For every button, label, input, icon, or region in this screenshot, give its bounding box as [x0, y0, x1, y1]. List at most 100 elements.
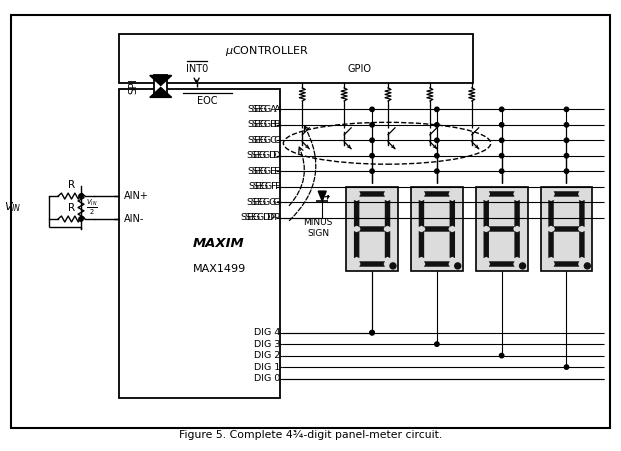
Circle shape [520, 263, 525, 269]
Text: DIG 2: DIG 2 [254, 351, 280, 360]
Circle shape [370, 169, 374, 173]
Polygon shape [579, 200, 584, 227]
Polygon shape [450, 231, 455, 258]
Polygon shape [514, 200, 520, 227]
Polygon shape [354, 231, 360, 258]
Circle shape [499, 138, 504, 143]
Circle shape [390, 263, 396, 269]
Text: SEG DP: SEG DP [245, 213, 280, 222]
Circle shape [564, 169, 569, 173]
Polygon shape [489, 226, 515, 232]
Text: Figure 5. Complete 4¾-digit panel-meter circuit.: Figure 5. Complete 4¾-digit panel-meter … [179, 430, 442, 440]
Polygon shape [419, 231, 424, 258]
Polygon shape [354, 200, 360, 227]
Text: R: R [68, 203, 75, 213]
Polygon shape [484, 200, 489, 227]
Circle shape [455, 263, 461, 269]
Circle shape [564, 138, 569, 143]
Text: $\frac{V_{IN}}{2}$: $\frac{V_{IN}}{2}$ [86, 198, 98, 217]
Polygon shape [553, 261, 579, 267]
Bar [540, 187, 592, 272]
Circle shape [370, 107, 374, 111]
Polygon shape [424, 261, 450, 267]
Bar [346, 187, 398, 272]
Polygon shape [553, 226, 579, 232]
Text: R: R [68, 180, 75, 190]
Text: EOC: EOC [197, 97, 218, 106]
Circle shape [435, 123, 439, 127]
Circle shape [564, 153, 569, 158]
Circle shape [564, 123, 569, 127]
Circle shape [499, 169, 504, 173]
Text: GPIO: GPIO [348, 64, 371, 74]
Polygon shape [553, 191, 579, 197]
Text: SEG B: SEG B [252, 120, 280, 129]
Polygon shape [359, 226, 385, 232]
Circle shape [499, 153, 504, 158]
Text: SEG DP: SEG DP [241, 213, 276, 222]
Circle shape [435, 153, 439, 158]
Circle shape [564, 365, 569, 369]
Text: MINUS
SIGN: MINUS SIGN [304, 218, 333, 238]
Polygon shape [489, 261, 515, 267]
Text: DIG 3: DIG 3 [254, 340, 280, 349]
Text: SEG B: SEG B [248, 120, 276, 129]
Circle shape [79, 194, 83, 198]
Polygon shape [484, 231, 489, 258]
Text: AIN-: AIN- [124, 214, 144, 224]
Text: SEG C: SEG C [248, 136, 276, 145]
Text: SEG E: SEG E [252, 167, 280, 176]
Circle shape [370, 138, 374, 143]
Text: INT0: INT0 [186, 64, 208, 74]
Text: SEG D: SEG D [247, 151, 276, 160]
Circle shape [370, 153, 374, 158]
Circle shape [435, 169, 439, 173]
Text: SEG E: SEG E [248, 167, 276, 176]
Polygon shape [150, 75, 172, 85]
Text: SEG A: SEG A [252, 105, 280, 114]
Circle shape [499, 123, 504, 127]
Polygon shape [579, 231, 584, 258]
Text: DIG 1: DIG 1 [254, 363, 280, 372]
Polygon shape [450, 200, 455, 227]
Circle shape [584, 263, 591, 269]
Text: MAXIM: MAXIM [193, 237, 245, 250]
Bar [119, 89, 280, 399]
Circle shape [564, 107, 569, 111]
Bar [119, 34, 473, 83]
Text: MAX1499: MAX1499 [193, 264, 246, 274]
Polygon shape [489, 191, 515, 197]
Polygon shape [318, 191, 326, 201]
Text: SEG G: SEG G [247, 198, 276, 207]
Text: SEG A: SEG A [248, 105, 276, 114]
Circle shape [370, 123, 374, 127]
Circle shape [499, 107, 504, 111]
Text: SEG F: SEG F [249, 182, 276, 191]
Circle shape [435, 138, 439, 143]
Polygon shape [424, 226, 450, 232]
Text: SEG D: SEG D [251, 151, 280, 160]
Circle shape [435, 107, 439, 111]
Text: $V_{IN}$: $V_{IN}$ [4, 201, 21, 215]
Circle shape [370, 331, 374, 335]
Polygon shape [419, 200, 424, 227]
Polygon shape [548, 231, 554, 258]
Text: DIG 4: DIG 4 [254, 328, 280, 337]
Text: SEG C: SEG C [252, 136, 280, 145]
Polygon shape [385, 200, 390, 227]
Text: $\mu$CONTROLLER: $\mu$CONTROLLER [225, 44, 310, 58]
Text: DIG 0: DIG 0 [254, 374, 280, 383]
Polygon shape [424, 191, 450, 197]
Bar [154, 75, 167, 97]
Text: SEG G: SEG G [251, 198, 280, 207]
Polygon shape [385, 231, 390, 258]
Polygon shape [359, 191, 385, 197]
Text: SPI: SPI [129, 78, 139, 94]
Circle shape [435, 342, 439, 346]
Polygon shape [359, 261, 385, 267]
Circle shape [79, 217, 83, 221]
Bar [476, 187, 528, 272]
Bar [411, 187, 463, 272]
Text: SEG F: SEG F [253, 182, 280, 191]
Circle shape [499, 354, 504, 358]
